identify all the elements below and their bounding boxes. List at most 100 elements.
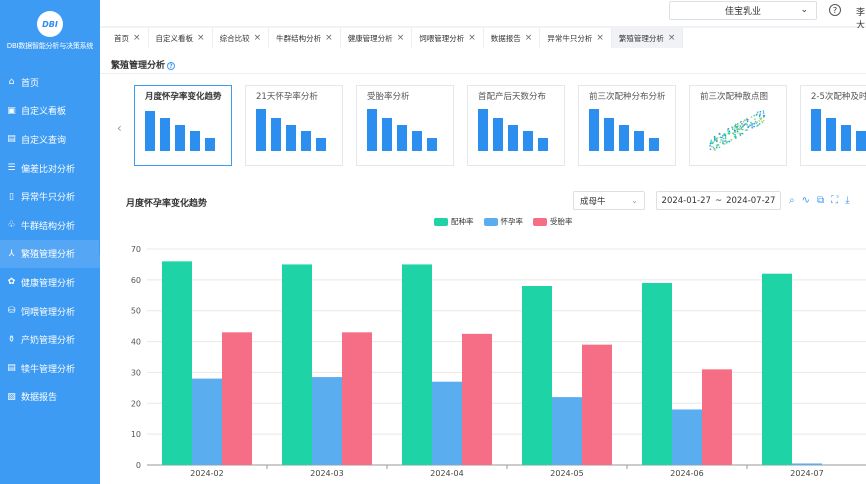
org-select[interactable]: 佳宝乳业 ⌄ [669,1,817,20]
thumbnail-bar [589,109,599,151]
sidebar-item-1[interactable]: ▣ 自定义看板 [0,97,100,126]
date-separator: ~ [714,195,723,206]
legend-item[interactable]: 配种率 [434,216,474,227]
y-tick-label: 10 [131,430,141,439]
sidebar-item-7[interactable]: ✿ 健康管理分析 [0,268,100,297]
tab-2[interactable]: 综合比较 × [213,28,270,48]
chart-card-6[interactable]: 2-5次配种及时性 [800,85,866,166]
close-icon[interactable]: × [396,33,405,43]
tab-4[interactable]: 健康管理分析 × [341,28,413,48]
tab-1[interactable]: 自定义看板 × [149,28,213,48]
cow-group-select[interactable]: 成母牛 ⌄ [573,191,645,210]
sidebar-item-label: 数据报告 [21,393,58,404]
sidebar-item-4[interactable]: ▯ 异常牛只分析 [0,182,100,211]
bar-thumbnail [478,109,548,151]
tab-6[interactable]: 数据报告 × [484,28,541,48]
tab-5[interactable]: 饲喂管理分析 × [412,28,484,48]
close-icon[interactable]: × [468,33,476,43]
chevron-down-icon: ⌄ [631,196,638,205]
sidebar-item-label: 繁殖管理分析 [21,250,76,261]
tab-label: 首页 [114,33,129,43]
chart-card-2[interactable]: 受胎率分析 [356,85,454,166]
info-icon[interactable]: ? [167,61,176,70]
feed-icon: ⛁ [7,306,16,317]
x-tick-label: 2024-06 [670,469,703,478]
user-name[interactable]: 李大 [856,8,866,31]
tab-label: 饲喂管理分析 [419,33,465,43]
tab-7[interactable]: 异常牛只分析 × [540,28,612,48]
chart-card-title: 首配产后天数分布 [478,92,547,102]
chart-title: 月度怀孕率变化趋势 [126,199,208,209]
date-end[interactable]: 2024-07-27 [726,195,776,206]
download-icon[interactable]: ⤓ [845,195,850,206]
sidebar-item-0[interactable]: ⌂ 首页 [0,68,100,97]
close-icon[interactable]: × [596,33,604,43]
y-tick-label: 20 [131,399,141,408]
chart-card-title: 受胎率分析 [367,92,410,102]
date-start[interactable]: 2024-01-27 [661,195,711,206]
home-icon: ⌂ [8,77,15,88]
close-icon[interactable]: × [325,33,333,43]
bar-受胎率 [702,369,732,465]
tab-label: 异常牛只分析 [547,33,593,43]
thumbnail-bar [382,118,392,151]
sidebar-item-8[interactable]: ⛁ 饲喂管理分析 [0,297,100,326]
report-icon: ▧ [7,391,16,402]
bar-thumbnail [145,111,215,151]
close-icon[interactable]: × [197,33,205,43]
health-icon: ✿ [7,277,16,288]
date-range-picker[interactable]: 2024-01-27 ~ 2024-07-27 [656,191,781,210]
y-tick-label: 40 [131,338,141,347]
sidebar-item-6[interactable]: ⅄ 繁殖管理分析 [0,239,100,269]
sidebar-item-label: 犊牛管理分析 [21,364,76,375]
legend-item[interactable]: 受胎率 [533,216,573,227]
thumbnail-bar [478,109,488,151]
carousel-prev-icon[interactable]: ‹ [117,121,122,135]
chart-card-0[interactable]: 月度怀孕率变化趋势 [134,85,232,166]
sidebar-item-11[interactable]: ▧ 数据报告 [0,383,100,412]
chart-card-title: 21天怀孕率分析 [256,92,318,102]
restore-icon[interactable]: ⧉ [817,195,825,206]
close-icon[interactable]: × [253,33,262,43]
zoom-icon[interactable]: ⌕ [789,195,795,206]
chart-card-1[interactable]: 21天怀孕率分析 [245,85,343,166]
close-icon[interactable]: × [667,33,676,43]
logo[interactable]: DBI [37,11,63,37]
sidebar-item-2[interactable]: ▤ 自定义查询 [0,125,100,154]
sidebar-item-10[interactable]: ▤ 犊牛管理分析 [0,354,100,383]
chart-card-5[interactable]: 前三次配种散点图 [689,85,787,166]
bar-怀孕率 [792,463,822,465]
y-tick-label: 30 [131,368,141,377]
line-chart-icon[interactable]: ∿ [801,195,810,206]
close-icon[interactable]: × [133,33,141,43]
tab-3[interactable]: 牛群结构分析 × [269,28,341,48]
question-circle-icon[interactable]: ? [829,4,841,16]
sidebar-item-label: 产奶管理分析 [21,336,76,347]
sidebar-item-9[interactable]: ⚱ 产奶管理分析 [0,325,100,354]
chart-card-3[interactable]: 首配产后天数分布 [467,85,565,166]
chart-card-carousel: 月度怀孕率变化趋势 21天怀孕率分析 受胎率分析 首配产后天数分布 前三次配种分布分析 前… [134,85,866,166]
fullscreen-icon[interactable]: ⛶ [831,195,839,206]
close-icon[interactable]: × [524,33,533,43]
thumbnail-bar [634,131,644,151]
chart-card-4[interactable]: 前三次配种分布分析 [578,85,676,166]
tab-0[interactable]: 首页 × [107,28,149,48]
tree-icon: ♧ [7,220,16,231]
tab-8[interactable]: 繁殖管理分析 × [611,28,684,48]
chart-legend: 配种率 怀孕率 受胎率 [434,216,573,227]
scatter-thumbnail [709,110,766,151]
bar-配种率 [402,264,432,465]
tab-label: 综合比较 [219,33,250,43]
sidebar-item-label: 自定义看板 [21,107,67,118]
thumbnail-bar [301,131,311,151]
sidebar-item-label: 健康管理分析 [21,278,76,289]
dashboard-icon: ▣ [7,105,16,116]
sidebar-item-5[interactable]: ♧ 牛群结构分析 [0,211,100,240]
thumbnail-bar [604,118,614,151]
legend-item[interactable]: 怀孕率 [483,216,523,227]
bar-受胎率 [222,332,252,465]
system-name: DBI数据智能分析与决策系统 [6,42,94,50]
bar-配种率 [642,282,672,465]
bar-配种率 [522,286,552,465]
sidebar-item-3[interactable]: ☰ 偏差比对分析 [0,154,100,183]
